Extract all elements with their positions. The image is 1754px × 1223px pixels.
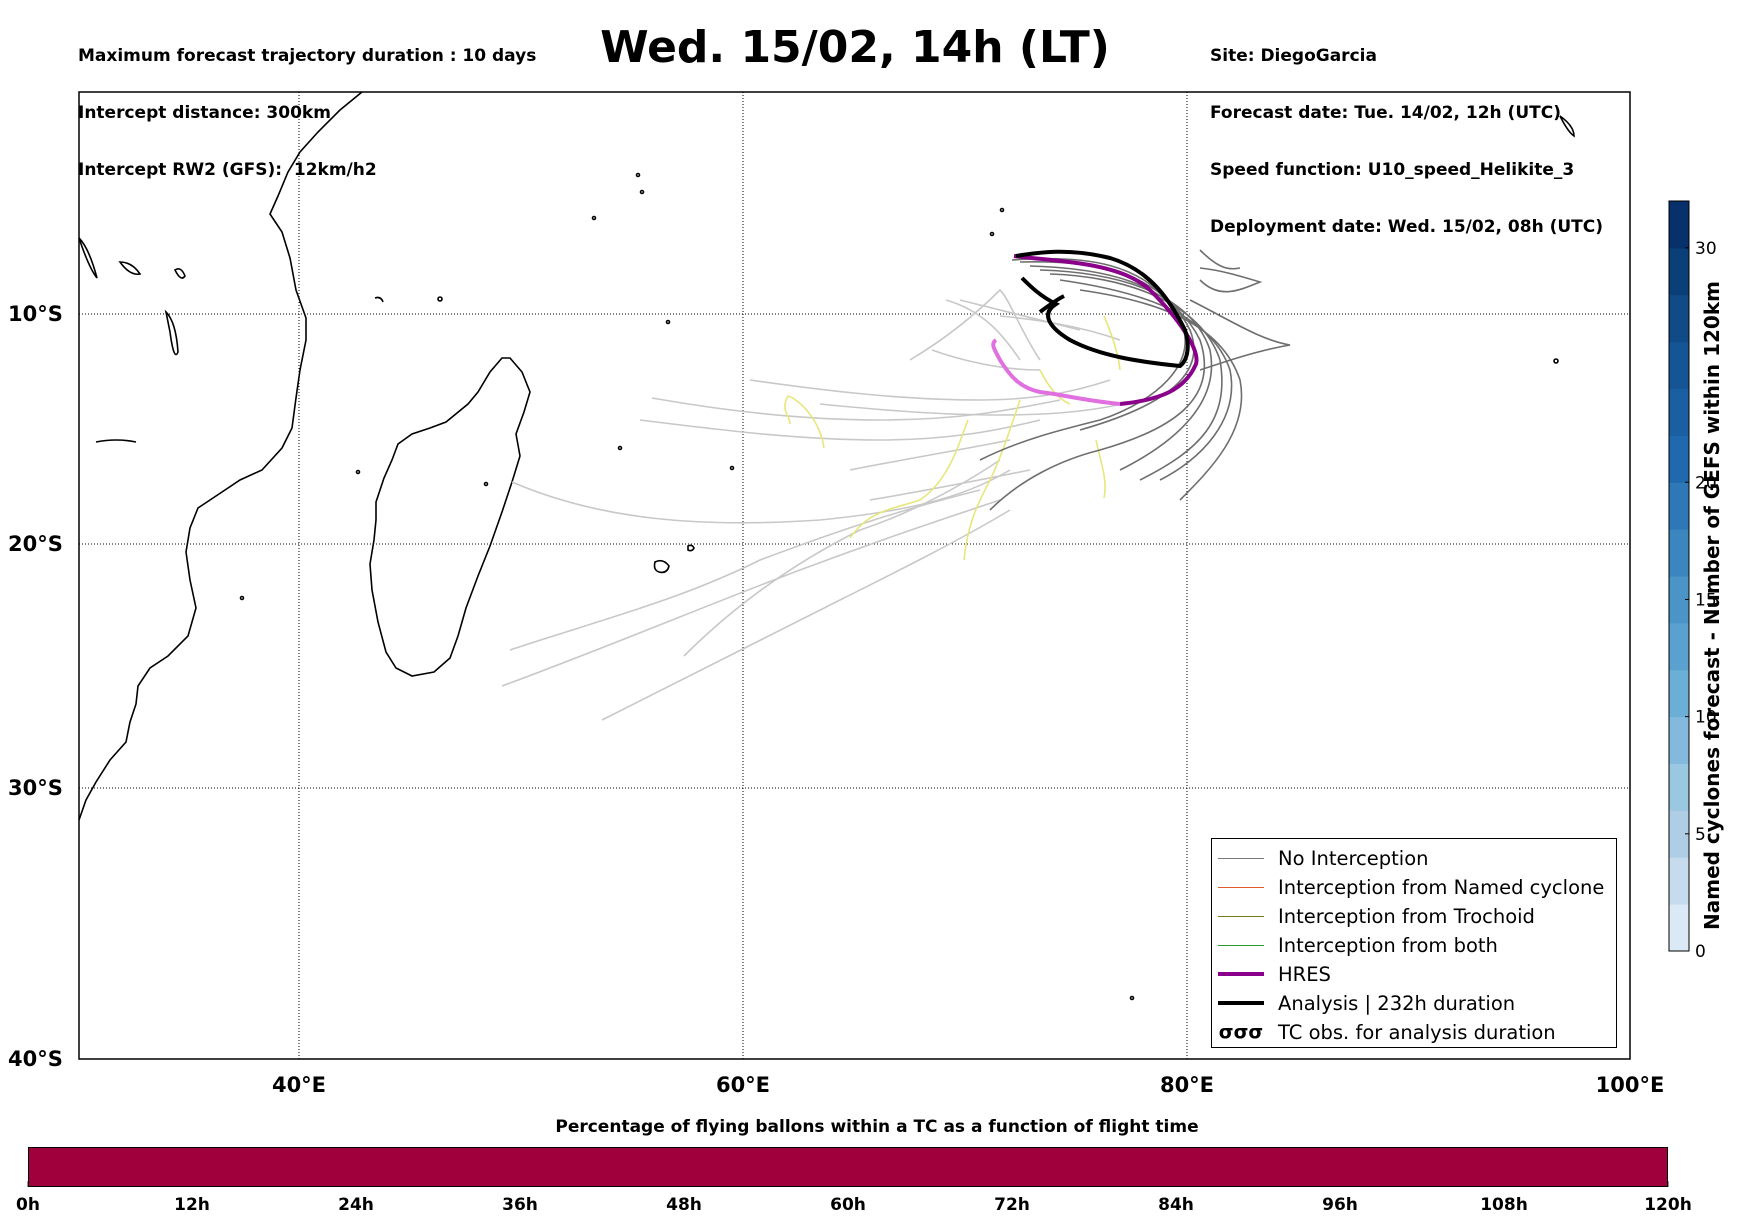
bottom-colorbar-tick-label: 0h bbox=[16, 1195, 40, 1215]
africa-coastline bbox=[78, 91, 363, 821]
legend-label: Interception from Trochoid bbox=[1278, 904, 1535, 928]
bottom-colorbar-tick-label: 24h bbox=[338, 1195, 374, 1215]
bottom-colorbar-tick-label: 108h bbox=[1480, 1195, 1528, 1215]
right-colorbar-segment bbox=[1669, 388, 1689, 436]
right-colorbar-segment bbox=[1669, 857, 1689, 905]
graticule bbox=[79, 92, 1630, 1059]
right-colorbar-segment bbox=[1669, 529, 1689, 577]
legend-swatch bbox=[1218, 915, 1264, 917]
bottom-colorbar-tick-label: 120h bbox=[1644, 1195, 1692, 1215]
header-left-line: Maximum forecast trajectory duration : 1… bbox=[78, 46, 537, 66]
bottom-colorbar-title: Percentage of flying ballons within a TC… bbox=[555, 1117, 1199, 1137]
right-colorbar-tick-label: 15 bbox=[1695, 590, 1717, 610]
legend-swatch bbox=[1218, 857, 1264, 859]
analysis-trajectory bbox=[1015, 249, 1190, 369]
right-colorbar-segment bbox=[1669, 763, 1689, 811]
legend-swatch bbox=[1218, 972, 1264, 976]
header-left-line: Intercept RW2 (GFS): 12km/h2 bbox=[78, 160, 377, 180]
bottom-colorbar-tick-label: 12h bbox=[174, 1195, 210, 1215]
right-colorbar-frame bbox=[1668, 200, 1690, 952]
right-colorbar-segment bbox=[1669, 482, 1689, 530]
legend-entry: No Interception bbox=[1218, 845, 1429, 871]
legend: No Interception Interception from Named … bbox=[1211, 838, 1617, 1048]
right-colorbar-segment bbox=[1669, 341, 1689, 389]
bottom-colorbar-tick-label: 72h bbox=[994, 1195, 1030, 1215]
lon-tick-label: 100°E bbox=[1596, 1073, 1665, 1097]
right-colorbar-tick-label: 0 bbox=[1695, 942, 1706, 962]
header-right-line: Forecast date: Tue. 14/02, 12h (UTC) bbox=[1210, 103, 1561, 123]
legend-label: Analysis | 232h duration bbox=[1278, 991, 1516, 1015]
header-right-line: Deployment date: Wed. 15/02, 08h (UTC) bbox=[1210, 217, 1604, 237]
legend-swatch bbox=[1218, 944, 1264, 946]
legend-swatch bbox=[1218, 1001, 1264, 1005]
header-left: Maximum forecast trajectory duration : 1… bbox=[78, 9, 536, 199]
lat-tick-label: 40°S bbox=[8, 1047, 63, 1071]
bottom-colorbar-tick-label: 96h bbox=[1322, 1195, 1358, 1215]
legend-entry: HRES bbox=[1218, 961, 1331, 987]
right-colorbar-segment bbox=[1669, 810, 1689, 858]
bottom-colorbar-tick-label: 48h bbox=[666, 1195, 702, 1215]
legend-label: HRES bbox=[1278, 962, 1331, 986]
header-right-line: Site: DiegoGarcia bbox=[1210, 46, 1377, 66]
header-left-line: Intercept distance: 300km bbox=[78, 103, 331, 123]
legend-entry: σσσ TC obs. for analysis duration bbox=[1218, 1019, 1556, 1045]
ensemble-trajectories-yellow bbox=[784, 315, 1121, 561]
right-colorbar-segment bbox=[1669, 904, 1689, 952]
legend-swatch bbox=[1218, 886, 1264, 888]
ensemble-trajectories-light bbox=[501, 288, 1141, 721]
map-title: Wed. 15/02, 14h (LT) bbox=[600, 22, 1110, 73]
legend-entry: Interception from both bbox=[1218, 932, 1498, 958]
right-colorbar-segment bbox=[1669, 247, 1689, 296]
right-colorbar-segment bbox=[1669, 201, 1689, 249]
header-right-line: Speed function: U10_speed_Helikite_3 bbox=[1210, 160, 1575, 180]
lon-tick-labels: 40°E 60°E 80°E 100°E bbox=[272, 1073, 1664, 1097]
bottom-colorbar bbox=[28, 1147, 1668, 1187]
coastlines bbox=[78, 91, 1575, 1001]
legend-label: No Interception bbox=[1278, 846, 1429, 870]
lat-tick-label: 20°S bbox=[8, 532, 63, 556]
legend-label: Interception from Named cyclone bbox=[1278, 875, 1605, 899]
right-colorbar-segment bbox=[1669, 435, 1689, 483]
right-colorbar-tick-label: 20 bbox=[1695, 473, 1717, 493]
lat-tick-label: 30°S bbox=[8, 776, 63, 800]
legend-entry: Interception from Trochoid bbox=[1218, 903, 1535, 929]
header-right: Site: DiegoGarcia Forecast date: Tue. 14… bbox=[1210, 9, 1603, 256]
right-colorbar: 0 5 10 15 20 30 bbox=[1668, 200, 1717, 962]
right-colorbar-tick-label: 5 bbox=[1695, 825, 1706, 845]
lon-tick-label: 40°E bbox=[272, 1073, 326, 1097]
bottom-colorbar-tick-label: 36h bbox=[502, 1195, 538, 1215]
right-colorbar-label: Named cyclones forecast - Number of GEFS… bbox=[1700, 281, 1724, 930]
madagascar-coastline bbox=[369, 357, 531, 677]
legend-entry: Interception from Named cyclone bbox=[1218, 874, 1604, 900]
right-colorbar-segment bbox=[1669, 669, 1689, 718]
lon-tick-label: 60°E bbox=[716, 1073, 770, 1097]
right-colorbar-tick-label: 10 bbox=[1695, 708, 1717, 728]
right-colorbar-segment bbox=[1669, 576, 1689, 624]
lon-tick-label: 80°E bbox=[1160, 1073, 1214, 1097]
bottom-colorbar-tick-label: 60h bbox=[830, 1195, 866, 1215]
right-colorbar-segment bbox=[1669, 294, 1689, 343]
cyclone-symbols-icon: σσσ bbox=[1218, 1021, 1264, 1043]
right-colorbar-tick-label: 30 bbox=[1695, 239, 1717, 259]
bottom-colorbar-tick-label: 84h bbox=[1158, 1195, 1194, 1215]
hres-trajectory bbox=[991, 254, 1199, 406]
lat-tick-labels: 10°S 20°S 30°S 40°S bbox=[8, 302, 63, 1071]
legend-label: Interception from both bbox=[1278, 933, 1498, 957]
legend-label: TC obs. for analysis duration bbox=[1278, 1020, 1556, 1044]
lat-tick-label: 10°S bbox=[8, 302, 63, 326]
right-colorbar-segment bbox=[1669, 622, 1689, 671]
legend-entry: Analysis | 232h duration bbox=[1218, 990, 1515, 1016]
right-colorbar-segment bbox=[1669, 716, 1689, 764]
